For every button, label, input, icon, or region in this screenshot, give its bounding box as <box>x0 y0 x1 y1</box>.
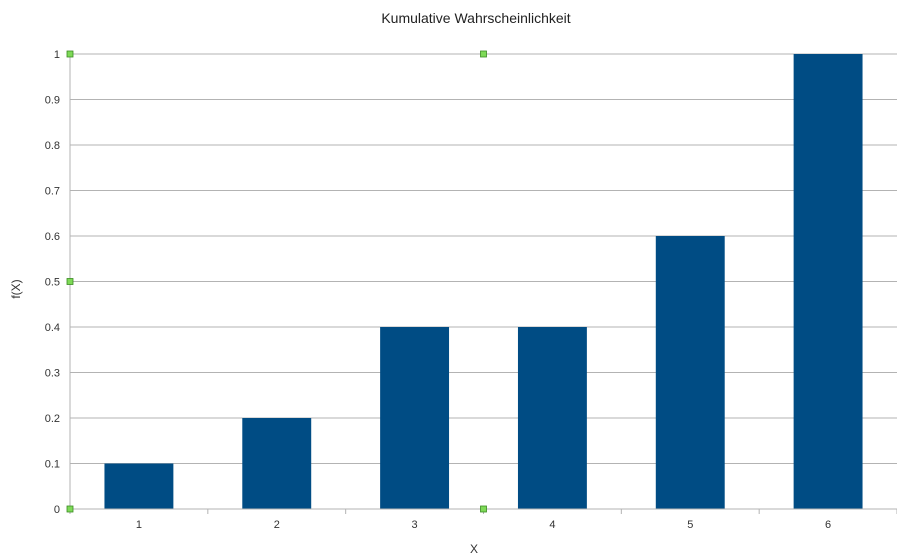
selection-handle[interactable] <box>480 505 487 513</box>
bar <box>517 327 587 509</box>
bar <box>793 54 863 509</box>
y-tick-label: 0.7 <box>45 186 60 198</box>
y-tick-label: 0.2 <box>45 413 60 425</box>
x-tick-label: 1 <box>136 519 142 531</box>
y-tick-labels: 0 0.1 0.2 0.3 0.4 0.5 0.6 0.7 0.8 0.9 1 <box>45 49 60 516</box>
selection-handle[interactable] <box>66 505 74 513</box>
selection-handle[interactable] <box>480 50 487 58</box>
gridlines <box>70 53 897 510</box>
selection-handle[interactable] <box>66 50 74 58</box>
y-tick-label: 1 <box>54 49 60 61</box>
bar <box>104 463 174 509</box>
x-tick-label: 4 <box>549 519 555 531</box>
x-tick-label: 3 <box>412 519 418 531</box>
bar <box>242 418 312 509</box>
selection-handle[interactable] <box>66 278 74 285</box>
x-tick-label: 6 <box>825 519 831 531</box>
y-tick-label: 0.8 <box>45 140 60 152</box>
bar <box>380 327 450 509</box>
y-tick-label: 0.3 <box>45 368 60 380</box>
x-tick-label: 2 <box>274 519 280 531</box>
selection-handles[interactable] <box>66 50 487 513</box>
bars <box>104 54 863 509</box>
chart-title: Kumulative Wahrscheinlichkeit <box>381 10 570 26</box>
y-tick-label: 0.5 <box>45 277 60 289</box>
x-axis-title: X <box>470 542 478 556</box>
y-axis-title: f(X) <box>9 279 23 298</box>
y-tick-label: 0 <box>54 504 60 516</box>
x-tick-labels: 1 2 3 4 5 6 <box>136 519 831 531</box>
bar <box>655 236 725 509</box>
y-tick-label: 0.4 <box>45 322 60 334</box>
y-tick-label: 0.6 <box>45 231 60 243</box>
x-tick-label: 5 <box>687 519 693 531</box>
y-tick-label: 0.1 <box>45 459 60 471</box>
axes <box>69 54 897 514</box>
y-tick-label: 0.9 <box>45 95 60 107</box>
